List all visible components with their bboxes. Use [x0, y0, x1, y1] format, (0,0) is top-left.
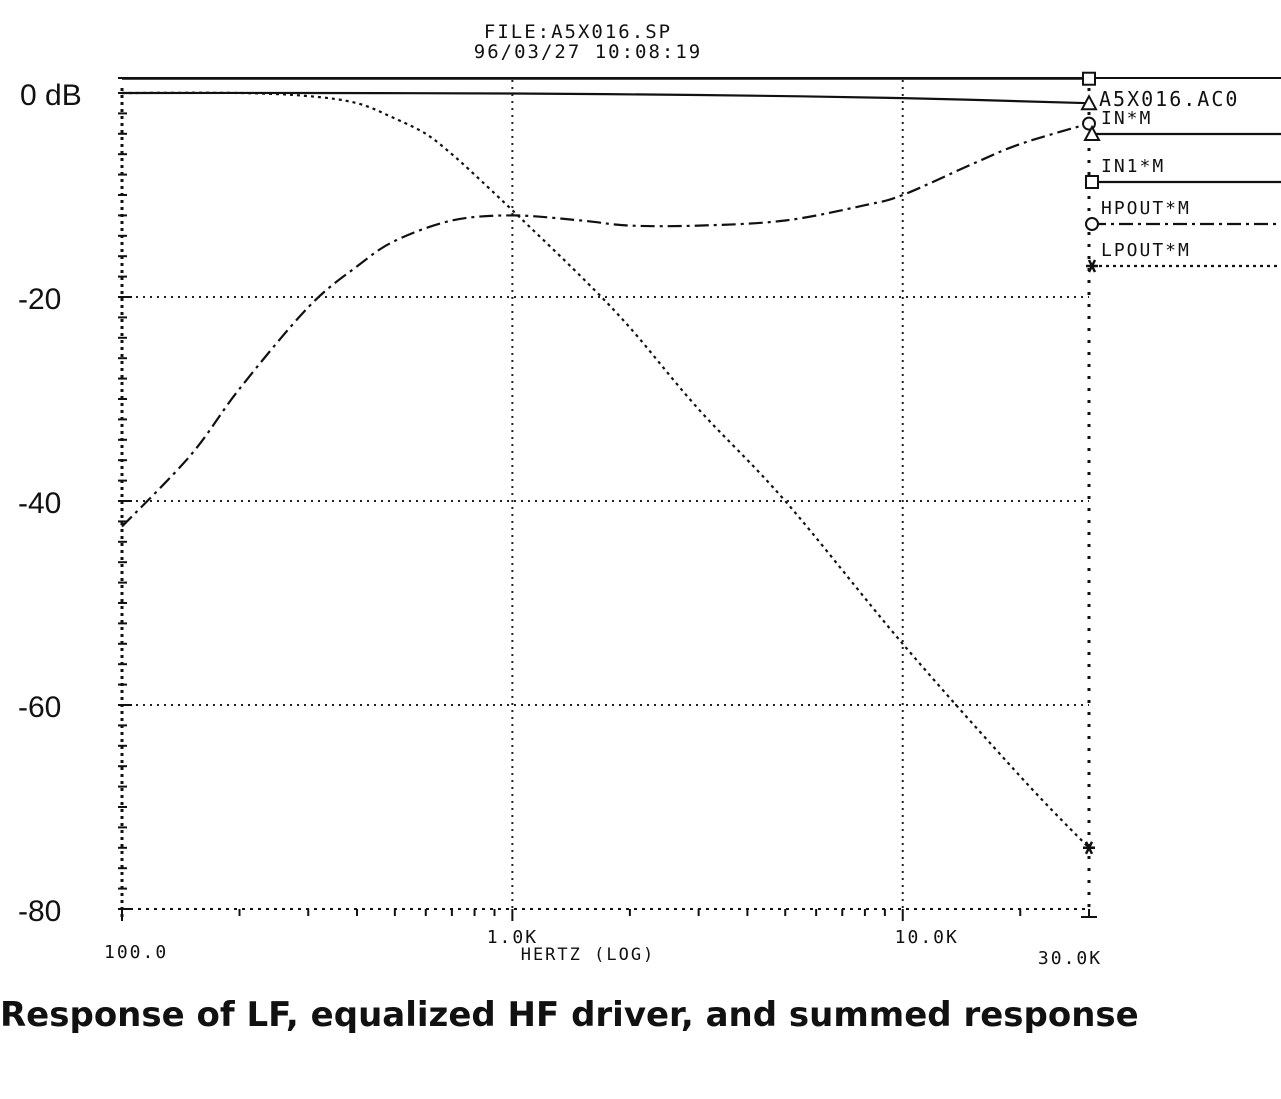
square-marker-icon	[1085, 175, 1099, 189]
figure-caption: Response of LF, equalized HF driver, and…	[0, 995, 1139, 1035]
series-line-hpout-m	[121, 122, 1090, 528]
chart-timestamp: 96/03/27 10:08:19	[474, 41, 702, 63]
series-layer	[121, 77, 1090, 849]
x-tick-label: 10.0K	[895, 927, 959, 948]
x-axis-label: HERTZ (LOG)	[521, 945, 656, 965]
legend-label: IN1*M	[1101, 156, 1165, 177]
star-marker-icon	[1083, 841, 1095, 855]
frequency-response-chart: 0 dB -20 -40 -60 -80 100.0 1.0K 10.0K 30.0K IN*M…	[18, 21, 1281, 969]
y-tick-label: 0 dB	[20, 79, 82, 112]
legend-label: HPOUT*M	[1101, 198, 1191, 219]
grid-layer	[122, 80, 1089, 909]
y-tick-label: -80	[18, 895, 61, 928]
series-line-lpout-m	[121, 91, 1090, 849]
source-label: A5X016.AC0	[1099, 87, 1239, 111]
x-tick-label: 100.0	[104, 942, 168, 963]
star-marker-icon	[1086, 259, 1098, 273]
chart-file-header: FILE:A5X016.SP	[484, 21, 672, 43]
triangle-marker-icon	[1080, 94, 1098, 111]
legend-layer: IN*M IN1*M HPOUT*M LPOUT*M	[1083, 108, 1281, 273]
legend-label: IN*M	[1101, 108, 1152, 129]
triangle-marker-icon	[1083, 124, 1101, 141]
circle-marker-icon	[1085, 217, 1099, 231]
y-tick-label: -60	[18, 691, 61, 724]
legend-label: LPOUT*M	[1101, 240, 1191, 261]
y-tick-label: -40	[18, 487, 61, 520]
series-line-in-m	[121, 91, 1090, 105]
x-tick-label: 1.0K	[487, 927, 538, 948]
y-tick-label: -20	[18, 283, 61, 316]
marker-layer	[1080, 71, 1098, 855]
axis-layer: 0 dB -20 -40 -60 -80 100.0 1.0K 10.0K 30.0K	[18, 77, 1281, 969]
x-tick-label: 30.0K	[1038, 948, 1102, 969]
square-marker-icon	[1082, 71, 1096, 86]
